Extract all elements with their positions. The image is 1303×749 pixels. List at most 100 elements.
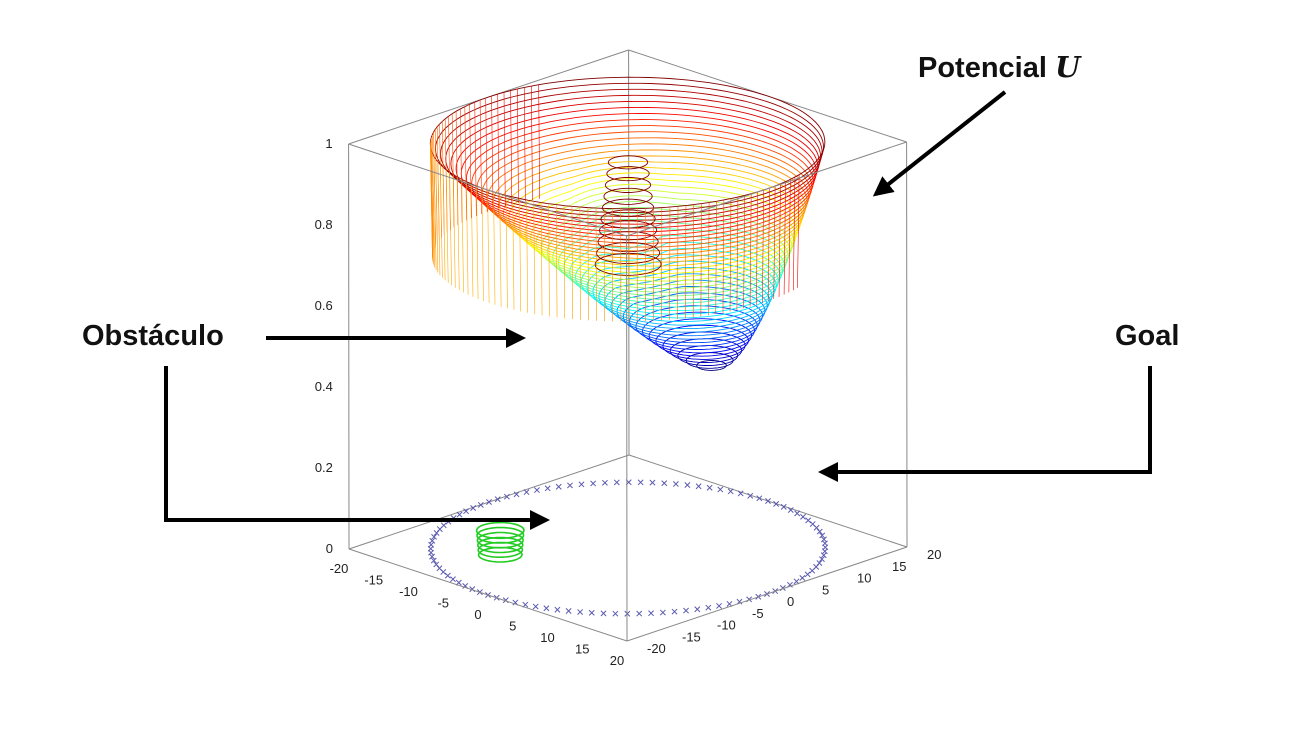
rim-line — [482, 188, 484, 301]
x-tick-label: 15 — [575, 642, 589, 657]
rim-line — [466, 182, 468, 295]
contour-line — [558, 220, 786, 300]
boundary-marker — [800, 575, 805, 580]
y-tick-label: 0 — [787, 594, 794, 609]
boundary-marker — [728, 489, 733, 494]
rim-line — [462, 179, 464, 292]
boundary-marker — [613, 611, 618, 616]
obstacle-annotation: Obstáculo — [82, 320, 224, 353]
boundary-marker — [718, 487, 723, 492]
boundary-marker — [450, 577, 455, 582]
rim-line — [460, 109, 462, 223]
boundary-marker — [545, 486, 550, 491]
rim-line — [517, 89, 518, 203]
boundary-marker — [695, 607, 700, 612]
boundary-marker — [428, 550, 433, 555]
boundary-marker — [524, 489, 529, 494]
boundary-marker — [556, 484, 561, 489]
rim-line — [723, 200, 724, 313]
y-tick-label: 5 — [822, 582, 829, 597]
rim-line — [494, 192, 495, 305]
boundary-marker — [591, 481, 596, 486]
potential-arrow — [876, 92, 1005, 194]
rim-line — [471, 184, 473, 297]
boundary-marker — [602, 480, 607, 485]
potential-label: Potencial — [918, 52, 1047, 84]
rim-line — [524, 87, 525, 201]
rim-line — [450, 172, 452, 285]
boundary-marker — [445, 573, 450, 578]
boundary-marker — [555, 607, 560, 612]
y-tick-label: 10 — [857, 571, 871, 586]
boundary-marker — [805, 572, 810, 577]
rim-line — [693, 205, 694, 318]
z-tick-label: 0.8 — [315, 217, 333, 232]
contour-line — [509, 167, 803, 266]
contour-line — [482, 138, 810, 247]
z-tick-label: 0 — [326, 541, 333, 556]
x-tick-label: -5 — [437, 596, 449, 611]
boundary-marker — [662, 481, 667, 486]
rim-line — [531, 86, 532, 200]
goal-annotation: Goal — [1115, 320, 1179, 353]
rim-line — [506, 195, 507, 308]
rim-line — [527, 200, 528, 313]
boundary-marker — [614, 480, 619, 485]
boundary-marker — [589, 610, 594, 615]
x-tick-label: 5 — [509, 619, 516, 634]
box-edge — [627, 547, 907, 641]
boundary-marker — [716, 603, 721, 608]
rim-line — [498, 94, 499, 208]
rim-line — [513, 197, 514, 310]
boundary-marker — [685, 482, 690, 487]
boundary-marker — [765, 498, 770, 503]
rim-line — [580, 207, 581, 320]
axes-box-back — [349, 50, 907, 549]
x-tick-label: 20 — [610, 653, 624, 668]
x-tick-label: -20 — [330, 561, 349, 576]
x-tick-label: 10 — [540, 630, 554, 645]
rim-line — [453, 175, 455, 288]
x-tick-label: 0 — [474, 607, 481, 622]
y-tick-label: -15 — [682, 629, 701, 644]
z-tick-label: 0.6 — [315, 298, 333, 313]
boundary-marker — [650, 480, 655, 485]
boundary-marker — [578, 609, 583, 614]
boundary-marker — [533, 604, 538, 609]
boundary-marker — [672, 609, 677, 614]
rim-line — [492, 96, 493, 210]
boundary-marker — [544, 606, 549, 611]
boundary-marker — [673, 481, 678, 486]
rim-line — [470, 104, 472, 218]
boundary-marker — [638, 480, 643, 485]
contour-line — [593, 261, 774, 321]
boundary-marker — [534, 488, 539, 493]
z-tick-label: 0.2 — [315, 460, 333, 475]
y-tick-label: -20 — [647, 641, 666, 656]
goal-arrow — [822, 366, 1150, 472]
potential-symbol: U — [1055, 50, 1080, 84]
boundary-marker — [683, 608, 688, 613]
box-edge — [349, 549, 627, 641]
z-tick-label: 1 — [325, 136, 332, 151]
rim-line — [520, 199, 521, 312]
boundary-marker — [566, 608, 571, 613]
boundary-marker — [822, 541, 827, 546]
y-tick-label: -10 — [717, 618, 736, 633]
potential-annotation: Potencial U — [918, 50, 1080, 85]
potential-surface — [430, 77, 825, 370]
boundary-marker — [579, 482, 584, 487]
boundary-marker — [660, 610, 665, 615]
rim-line — [438, 162, 440, 275]
rim-line — [457, 177, 459, 290]
y-tick-label: -5 — [752, 606, 764, 621]
z-tick-label: 0.4 — [315, 379, 333, 394]
rim-line — [446, 170, 448, 283]
boundary-marker — [567, 483, 572, 488]
rim-line — [572, 206, 573, 319]
rim-line — [556, 205, 557, 318]
obstacle-bump-contour — [595, 253, 661, 275]
rim-line — [784, 182, 785, 295]
